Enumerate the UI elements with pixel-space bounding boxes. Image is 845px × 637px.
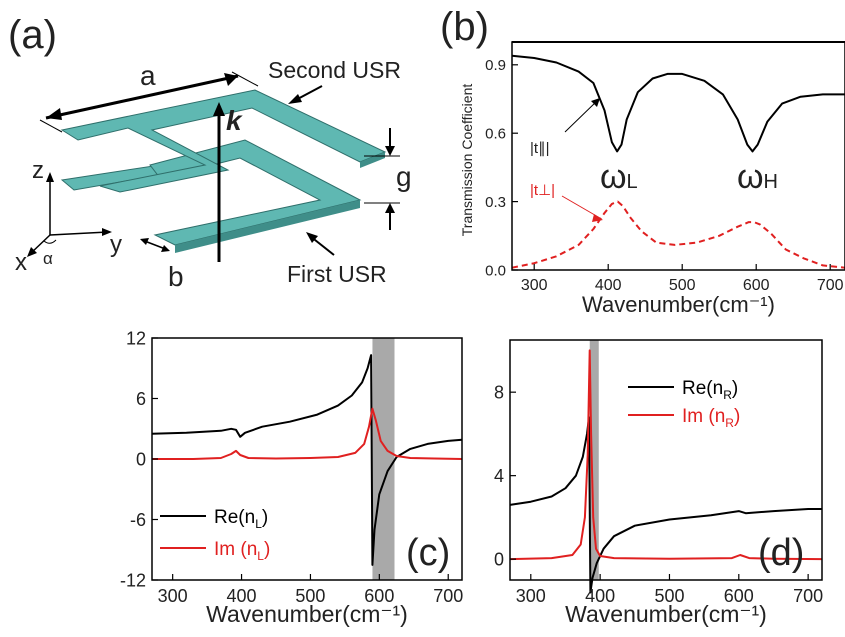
omega-h-annotation: ωH xyxy=(737,158,778,196)
y-tick-label: 0.3 xyxy=(485,194,506,211)
series-line-im-nr- xyxy=(509,349,823,561)
y-tick-label: 0.0 xyxy=(485,262,506,279)
t-parallel-label: |t∥| xyxy=(530,140,549,157)
panel-d-label: (d) xyxy=(758,532,804,574)
y-tick-label: 0.9 xyxy=(485,57,506,74)
x-tick-label: 300 xyxy=(521,277,548,294)
panel-c-index-left-chart: 300 400 500 600 700 -12 -6 0 6 12 Wavenumber(cm⁻¹)… xyxy=(120,328,463,627)
t-parallel-pointer xyxy=(564,98,600,133)
panel-d-index-right-chart: 300 400 500 600 700 0 4 8 Wavenumber(cm⁻¹) Re(nR)… xyxy=(494,339,823,627)
shaded-band xyxy=(589,340,599,580)
plot-frame xyxy=(511,41,845,271)
y-tick-label: 4 xyxy=(494,466,504,486)
omega-l-annotation: ωL xyxy=(600,158,638,196)
x-tick-label: 600 xyxy=(364,586,394,606)
first-usr-pointer xyxy=(306,232,335,256)
series-line--t- xyxy=(511,200,845,269)
x-tick-label: 700 xyxy=(817,277,844,294)
x-tick-label: 400 xyxy=(595,277,622,294)
axis-y-label: y xyxy=(110,231,122,258)
x-tick-label: 700 xyxy=(793,586,823,606)
y-axis-label: Transmission Coefficient xyxy=(459,84,475,237)
k-vector-arrow xyxy=(213,102,225,262)
dimension-b-label: b xyxy=(168,261,184,292)
plot-frame xyxy=(509,339,823,581)
dimension-a-label: a xyxy=(140,60,156,91)
x-tick-label: 300 xyxy=(516,586,546,606)
y-tick-label: 0.6 xyxy=(485,125,506,142)
t-perp-pointer xyxy=(561,195,603,222)
axis-x-label: x xyxy=(15,249,27,276)
t-perp-label: |t⊥| xyxy=(530,182,555,199)
panel-b-transmission-chart: (b) 300 400 500 600 700 0.0 0.3 0.6 0.9 Wavenumbe… xyxy=(440,5,845,317)
y-tick-label: 8 xyxy=(494,382,504,402)
y-tick-label: 12 xyxy=(126,328,146,348)
legend-entry: Im (nR) xyxy=(682,406,740,430)
gap-g-marker xyxy=(364,128,400,230)
legend-entry: Re(nR) xyxy=(682,378,738,402)
series-line-im-nl- xyxy=(152,407,463,460)
shaded-band xyxy=(372,338,395,580)
plot-b: 300 400 500 600 700 0.0 0.3 0.6 0.9 Wavenumber(cm… xyxy=(459,41,845,317)
x-tick-label: 400 xyxy=(227,586,257,606)
y-tick-label: 6 xyxy=(136,389,146,409)
y-tick-label: 0 xyxy=(136,449,146,469)
series-line--t- xyxy=(511,54,845,153)
plot-c: 300 400 500 600 700 -12 -6 0 6 12 Wavenumber(cm⁻¹)… xyxy=(120,328,463,627)
y-tick-label: -6 xyxy=(130,510,146,530)
axis-z-label: z xyxy=(32,157,44,184)
x-tick-label: 600 xyxy=(724,586,754,606)
x-tick-label: 500 xyxy=(295,586,325,606)
panel-b-label: (b) xyxy=(440,5,489,49)
plot-d: 300 400 500 600 700 0 4 8 Wavenumber(cm⁻¹) Re(nR)… xyxy=(494,339,823,627)
x-tick-label: 700 xyxy=(433,586,463,606)
wave-vector-k-label: k xyxy=(226,105,243,136)
x-tick-label: 600 xyxy=(743,277,770,294)
y-tick-label: -12 xyxy=(120,570,146,590)
y-tick-label: 0 xyxy=(494,549,504,569)
panel-c-label: (c) xyxy=(406,532,450,574)
x-tick-label: 500 xyxy=(654,586,684,606)
x-axis-label: Wavenumber(cm⁻¹) xyxy=(582,292,775,317)
panel-a-schematic: (a) a k Second USR xyxy=(8,13,412,292)
dimension-b-marker xyxy=(140,238,170,252)
x-axis-label: Wavenumber(cm⁻¹) xyxy=(206,601,408,627)
x-tick-label: 500 xyxy=(669,277,696,294)
x-tick-label: 400 xyxy=(585,586,615,606)
dimension-a-arrow xyxy=(39,71,259,133)
series-line-re-nr- xyxy=(509,416,822,594)
angle-alpha-label: α xyxy=(43,249,53,268)
second-usr-label: Second USR xyxy=(268,57,401,83)
panel-a-label: (a) xyxy=(8,13,57,57)
x-axis-label: Wavenumber(cm⁻¹) xyxy=(565,601,767,627)
x-tick-label: 300 xyxy=(158,586,188,606)
legend-entry: Im (nL) xyxy=(214,539,270,563)
gap-g-label: g xyxy=(396,161,412,192)
second-usr-pointer xyxy=(288,85,323,104)
coordinate-axes xyxy=(27,172,112,257)
legend-entry: Re(nL) xyxy=(214,507,268,531)
first-usr-label: First USR xyxy=(287,261,387,287)
